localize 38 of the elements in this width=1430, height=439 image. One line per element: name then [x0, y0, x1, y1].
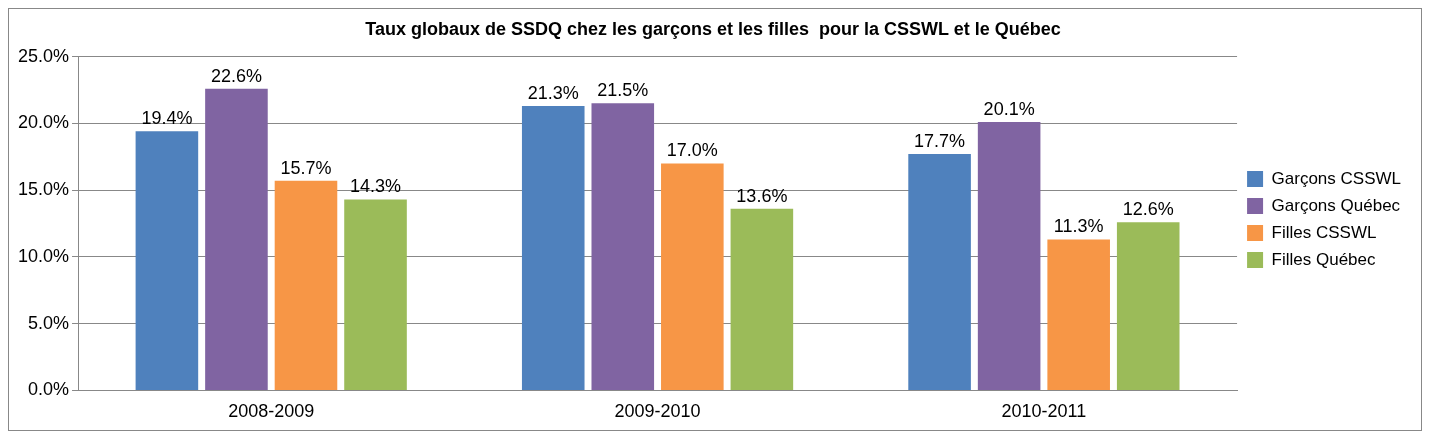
data-label: 11.3%	[1053, 216, 1104, 237]
data-label: 15.7%	[280, 157, 332, 178]
y-tick-label: 25.0%	[17, 45, 70, 66]
bar	[977, 122, 1041, 390]
x-tick-label: 2009-2010	[614, 401, 701, 422]
data-label: 12.6%	[1122, 199, 1174, 220]
bar	[521, 106, 585, 390]
x-tick-label: 2010-2011	[1001, 401, 1087, 422]
data-label: 13.6%	[736, 185, 788, 206]
data-label: 22.6%	[210, 65, 262, 86]
legend-label: Filles Québec	[1271, 249, 1377, 269]
bar	[908, 154, 971, 390]
y-tick-label: 15.0%	[17, 179, 70, 200]
bar	[344, 199, 407, 390]
bar	[661, 163, 724, 390]
bar	[1116, 222, 1180, 390]
y-tick-label: 5.0%	[28, 312, 70, 333]
legend-label: Garçons Québec	[1271, 195, 1401, 215]
bar	[205, 88, 268, 390]
legend-label: Filles CSSWL	[1271, 222, 1377, 242]
bar	[730, 208, 794, 390]
data-label: 14.3%	[350, 176, 402, 197]
chart-title: Taux globaux de SSDQ chez les garçons et les filles pour la CSSWL et le Québec	[365, 18, 1061, 39]
data-label: 17.7%	[914, 131, 966, 152]
data-label: 19.4%	[141, 108, 193, 129]
legend-label: Garçons CSSWL	[1271, 168, 1402, 188]
y-tick-label: 0.0%	[28, 379, 70, 400]
data-label: 17.0%	[666, 140, 718, 161]
bar	[1047, 239, 1110, 390]
data-label: 20.1%	[983, 98, 1035, 119]
data-label: 21.5%	[597, 80, 649, 101]
bar	[135, 131, 199, 390]
bar	[274, 180, 338, 390]
y-tick-label: 10.0%	[17, 245, 70, 266]
x-tick-label: 2008-2009	[228, 401, 315, 422]
y-tick-label: 20.0%	[17, 112, 70, 133]
data-label: 21.3%	[527, 82, 579, 103]
bar	[591, 103, 655, 390]
